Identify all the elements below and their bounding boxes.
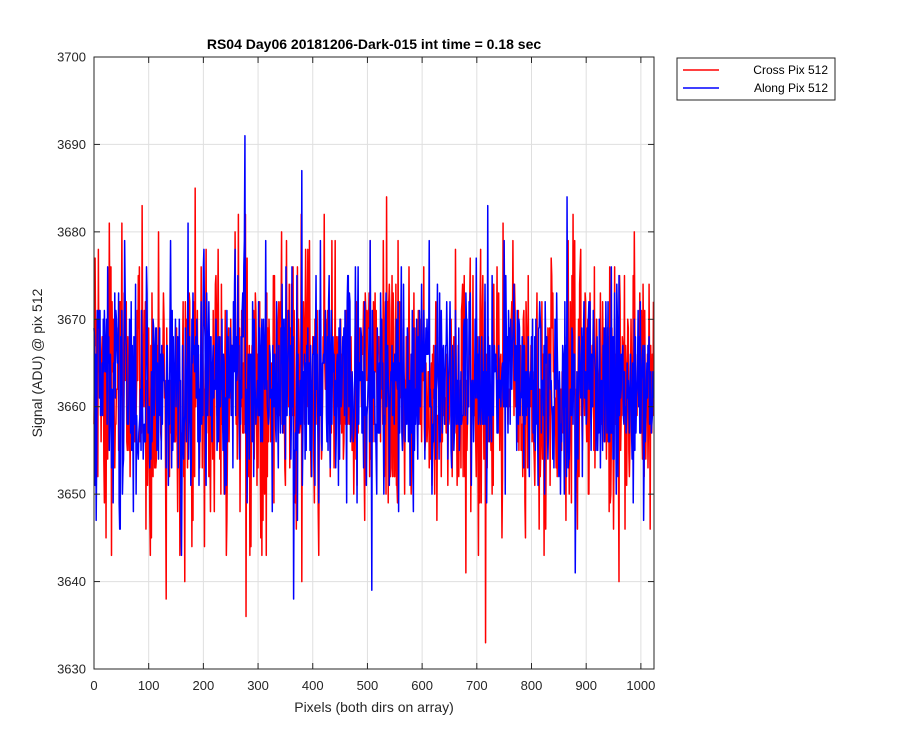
x-tick-label: 200 xyxy=(193,678,215,693)
legend-box xyxy=(676,57,836,101)
x-tick-label: 900 xyxy=(575,678,597,693)
y-tick-label: 3700 xyxy=(57,50,86,65)
y-tick-label: 3640 xyxy=(57,574,86,589)
legend: Cross Pix 512 Along Pix 512 xyxy=(676,57,836,101)
y-tick-label: 3690 xyxy=(57,137,86,152)
ticks: 0 100 200 300 400 500 600 700 800 900 1000 3630 3640… xyxy=(57,50,655,694)
x-tick-label: 800 xyxy=(521,678,543,693)
plot-area: 0 100 200 300 400 500 600 700 800 900 1000 3630 3640… xyxy=(57,50,655,694)
x-tick-label: 500 xyxy=(357,678,379,693)
x-tick-label: 0 xyxy=(90,678,97,693)
x-tick-label: 600 xyxy=(411,678,433,693)
axes-box xyxy=(93,56,655,670)
chart-title: RS04 Day06 20181206-Dark-015 int time = … xyxy=(207,36,541,52)
x-tick-label: 100 xyxy=(138,678,160,693)
x-tick-label: 300 xyxy=(247,678,269,693)
x-axis-label: Pixels (both dirs on array) xyxy=(294,699,454,715)
y-tick-label: 3650 xyxy=(57,487,86,502)
y-tick-label: 3680 xyxy=(57,224,86,239)
y-tick-label: 3630 xyxy=(57,662,86,677)
x-tick-label: 400 xyxy=(302,678,324,693)
y-tick-label: 3670 xyxy=(57,312,86,327)
x-tick-label: 1000 xyxy=(626,678,655,693)
series-line-1 xyxy=(93,134,655,600)
x-tick-label: 700 xyxy=(466,678,488,693)
series-layer xyxy=(93,134,655,644)
y-tick-label: 3660 xyxy=(57,399,86,414)
y-axis-label: Signal (ADU) @ pix 512 xyxy=(29,288,45,437)
legend-label-0: Cross Pix 512 xyxy=(753,63,828,77)
legend-label-1: Along Pix 512 xyxy=(754,81,828,95)
